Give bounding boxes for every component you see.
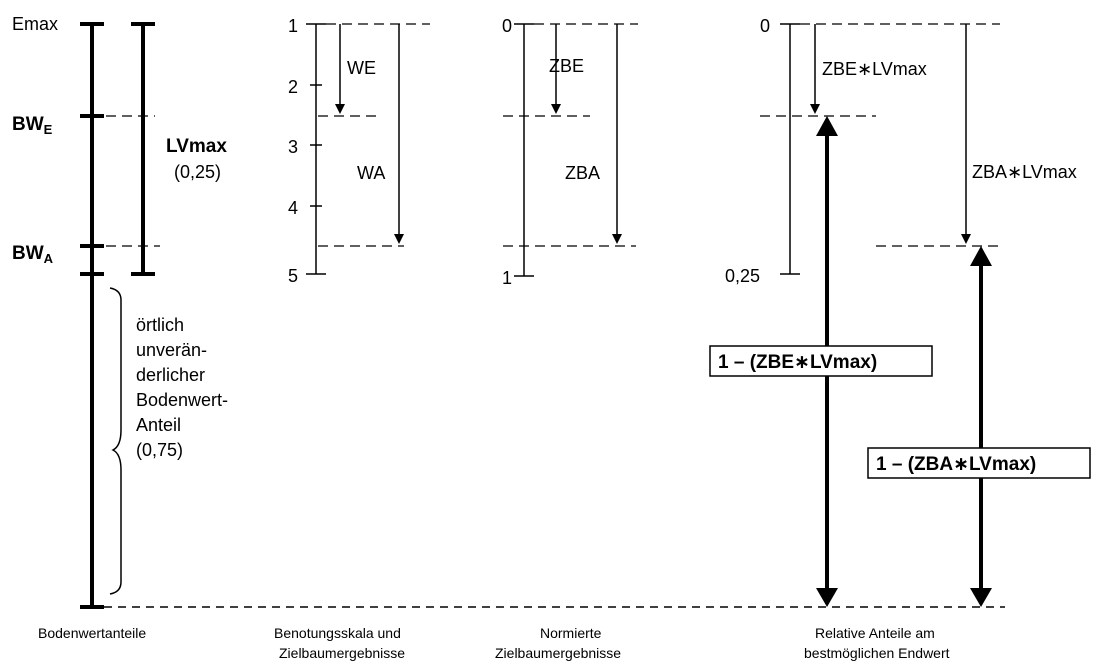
zba-lvmax-label: ZBA∗LVmax xyxy=(972,162,1077,182)
caption-benotungsskala-line2: Zielbaumergebnisse xyxy=(279,645,405,661)
scale-tick-label: 1 xyxy=(288,16,298,36)
column-normierte-ergebnisse: 0 1 ZBE ZBA Normierte Zielbaumergebnisse xyxy=(495,16,638,661)
scale-tick-label: 5 xyxy=(288,266,298,286)
zbe-lvmax-label: ZBE∗LVmax xyxy=(822,59,927,79)
scale-tick-label: 4 xyxy=(288,198,298,218)
caption-benotungsskala-line1: Benotungsskala und xyxy=(274,625,401,641)
caption-relative-line1: Relative Anteile am xyxy=(815,625,935,641)
constant-share-brace xyxy=(109,287,122,595)
bwa-label: BWA xyxy=(12,243,54,266)
column-relative-anteile: 0 0,25 ZBE∗LVmax ZBA∗LVmax 1 – (ZBE∗LVma… xyxy=(709,16,1091,661)
box-zbe-remaining xyxy=(709,345,933,377)
constant-share-label: örtlich unverän- derlicher Bodenwert- An… xyxy=(136,315,233,460)
relative-top-label: 0 xyxy=(760,16,770,36)
caption-normierte-line2: Zielbaumergebnisse xyxy=(495,645,621,661)
emax-label: Emax xyxy=(12,14,58,34)
lvmax-label: LVmax xyxy=(166,136,227,157)
box-zbe-remaining-label: 1 – (ZBE∗LVmax) xyxy=(718,352,877,373)
we-label: WE xyxy=(347,58,376,78)
normed-top-label: 0 xyxy=(502,16,512,36)
caption-bodenwertanteile: Bodenwertanteile xyxy=(38,625,146,641)
column-bodenwertanteile: Emax BWE BWA LVmax (0,25) örtlich unverä… xyxy=(12,14,233,641)
normed-bottom-label: 1 xyxy=(502,268,512,288)
lvmax-value: (0,25) xyxy=(174,162,221,182)
column-benotungsskala: 1 2 3 4 5 WE WA Benotungsskala und Zielb… xyxy=(274,16,430,661)
box-zba-remaining xyxy=(867,447,1091,479)
zbe-label: ZBE xyxy=(549,56,584,76)
scale-tick-label: 2 xyxy=(288,77,298,97)
caption-normierte-line1: Normierte xyxy=(540,625,602,641)
caption-relative-line2: bestmöglichen Endwert xyxy=(804,645,950,661)
wa-label: WA xyxy=(357,163,385,183)
box-zba-remaining-label: 1 – (ZBA∗LVmax) xyxy=(876,454,1036,475)
scale-tick-label: 3 xyxy=(288,137,298,157)
zba-label: ZBA xyxy=(565,163,600,183)
bwe-label: BWE xyxy=(12,114,53,137)
relative-bottom-label: 0,25 xyxy=(725,266,760,286)
